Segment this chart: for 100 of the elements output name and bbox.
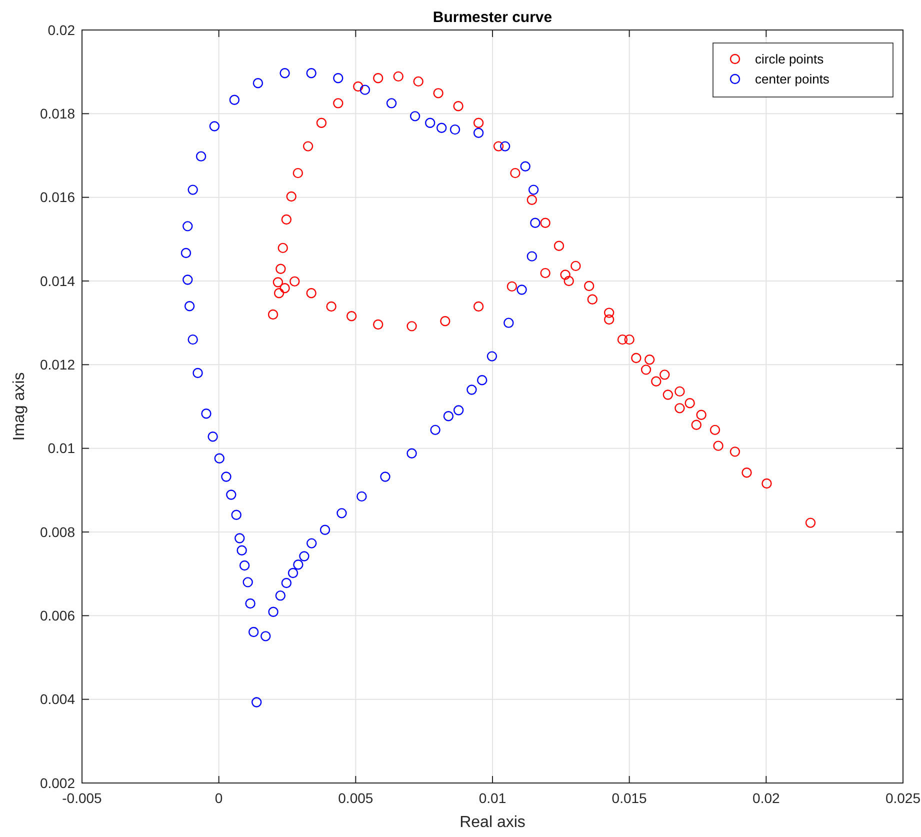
point	[248, 626, 259, 638]
point	[443, 411, 454, 422]
point	[640, 364, 652, 375]
point	[180, 248, 192, 258]
point	[306, 68, 316, 78]
y-tick-label: 0.004	[40, 691, 76, 708]
point	[660, 370, 670, 380]
y-axis-title: Imag axis	[11, 372, 28, 441]
y-tick-label: 0.002	[40, 774, 76, 791]
point	[493, 141, 504, 152]
point	[226, 490, 236, 500]
x-axis-title: Real axis	[460, 814, 526, 831]
y-tick-label: 0.02	[48, 22, 76, 38]
point	[530, 218, 540, 228]
point	[326, 301, 336, 312]
point	[252, 697, 262, 708]
point	[528, 184, 539, 195]
y-tick-label: 0.016	[40, 189, 76, 206]
x-tick-label: -0.005	[62, 790, 102, 806]
point	[229, 94, 240, 105]
point	[691, 420, 702, 430]
point	[208, 432, 218, 442]
point	[306, 288, 316, 298]
point	[268, 309, 278, 320]
point	[281, 214, 292, 225]
point	[526, 194, 538, 205]
point	[662, 390, 674, 400]
point	[320, 524, 330, 536]
point	[570, 260, 581, 272]
point	[234, 533, 245, 544]
point	[316, 118, 327, 128]
point	[336, 508, 347, 518]
point	[275, 590, 286, 601]
point	[306, 538, 317, 548]
point	[333, 73, 344, 84]
point	[192, 368, 203, 378]
point	[651, 376, 662, 386]
legend-label: circle points	[755, 52, 824, 67]
point	[453, 405, 464, 416]
point	[386, 98, 397, 108]
point	[242, 577, 253, 588]
point	[436, 122, 447, 133]
point	[236, 545, 247, 556]
chart-title: Burmester curve	[432, 9, 552, 26]
legend-label: center points	[755, 72, 830, 87]
point	[184, 301, 195, 312]
point	[624, 334, 634, 345]
y-tick-label: 0.018	[40, 106, 76, 122]
point	[644, 354, 655, 365]
point	[506, 281, 518, 292]
point	[188, 334, 198, 345]
point	[182, 274, 193, 285]
x-tick-label: 0.01	[478, 790, 506, 806]
point	[299, 551, 310, 562]
point	[520, 161, 530, 172]
point	[373, 73, 384, 84]
point	[510, 168, 520, 178]
point	[466, 384, 477, 395]
y-tick-label: 0.014	[40, 272, 76, 289]
point	[356, 491, 367, 502]
point	[280, 283, 290, 294]
point	[252, 78, 264, 88]
point	[486, 351, 498, 362]
point	[674, 403, 685, 414]
point	[504, 318, 514, 328]
point	[617, 334, 628, 345]
x-tick-label: 0.015	[612, 790, 648, 806]
y-tick-label: 0.008	[40, 524, 76, 540]
x-tick-label: 0	[214, 790, 223, 806]
point	[554, 240, 564, 251]
point	[333, 98, 344, 108]
point	[276, 264, 286, 274]
point	[373, 319, 384, 330]
point	[353, 81, 364, 92]
point	[209, 121, 220, 132]
x-tick-label: 0.025	[885, 790, 921, 806]
point	[516, 284, 527, 295]
point	[410, 111, 420, 122]
point	[281, 578, 292, 588]
point	[201, 408, 212, 419]
point	[292, 168, 304, 178]
point	[674, 386, 685, 397]
point	[239, 560, 250, 571]
point	[280, 68, 290, 78]
point	[540, 268, 550, 278]
point	[730, 446, 740, 457]
point	[440, 316, 450, 326]
point	[587, 294, 598, 305]
point	[260, 631, 271, 642]
point	[425, 118, 436, 128]
point	[188, 184, 198, 195]
point	[288, 568, 298, 578]
y-tick-label: 0.006	[40, 608, 76, 624]
point	[293, 560, 304, 570]
point	[406, 321, 417, 332]
point	[346, 311, 357, 322]
point	[604, 314, 614, 325]
point	[393, 71, 404, 82]
point	[473, 128, 484, 138]
point	[272, 277, 284, 288]
